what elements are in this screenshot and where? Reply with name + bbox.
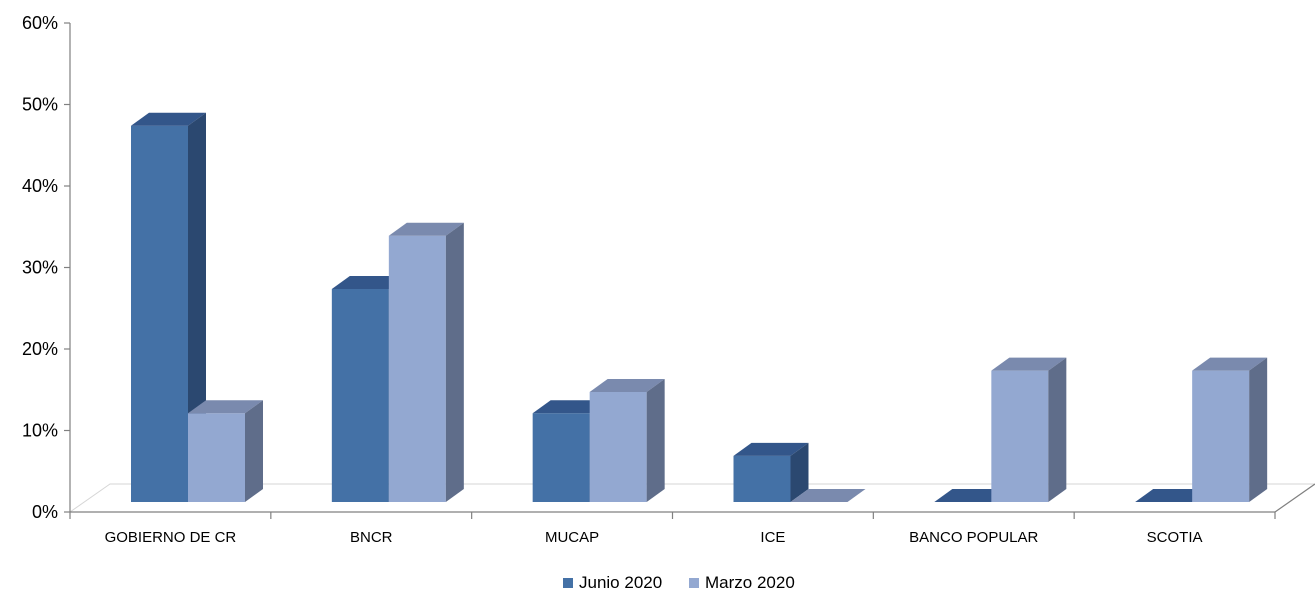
bar-front <box>131 125 188 502</box>
bar-top <box>188 400 263 414</box>
bar-front <box>733 455 791 502</box>
floor-right-edge <box>1274 483 1315 513</box>
bar-side <box>445 222 464 502</box>
bar-top <box>934 489 1010 502</box>
y-tick-label: 10% <box>22 421 58 441</box>
y-tick-label: 30% <box>22 258 58 278</box>
bar-top <box>991 357 1067 371</box>
y-tick-label: 20% <box>22 339 58 359</box>
bar-side <box>646 378 665 502</box>
bar-side <box>1048 357 1067 502</box>
bar-front <box>188 413 245 502</box>
bar-top <box>388 222 464 236</box>
bar-junio <box>934 489 1010 502</box>
legend-label: Marzo 2020 <box>705 573 795 592</box>
bar-marzo <box>1192 357 1268 502</box>
bar-top <box>131 112 206 126</box>
bar-side <box>245 400 263 502</box>
bar-top <box>1135 489 1211 502</box>
bar-junio <box>1135 489 1211 502</box>
bar-front <box>589 391 647 502</box>
bar-top <box>532 400 608 414</box>
bar-side <box>1249 357 1268 502</box>
bar-marzo <box>188 400 263 502</box>
legend-swatch <box>689 578 699 588</box>
bar-top <box>589 378 665 392</box>
bar-front <box>1192 370 1250 502</box>
bar-top <box>733 442 809 456</box>
bar-front <box>991 370 1049 502</box>
bar-junio <box>131 112 206 502</box>
bar-side <box>790 442 809 502</box>
x-tick-label: BANCO POPULAR <box>909 529 1038 546</box>
bar-top <box>1192 357 1268 371</box>
y-tick-label: 50% <box>22 95 58 115</box>
bar-marzo <box>991 357 1067 502</box>
bar-marzo <box>790 489 866 502</box>
y-tick-label: 0% <box>32 502 58 522</box>
y-tick-label: 60% <box>22 13 58 33</box>
bar-marzo <box>388 222 464 502</box>
x-tick-label: ICE <box>760 529 785 546</box>
bar-front <box>331 289 389 502</box>
x-tick-label: BNCR <box>350 529 393 546</box>
bar-junio <box>733 442 809 502</box>
x-tick-label: MUCAP <box>545 529 599 546</box>
bar-front <box>388 235 446 502</box>
bar-marzo <box>589 378 665 502</box>
x-tick-label: SCOTIA <box>1147 529 1203 546</box>
bar-top <box>331 276 407 289</box>
x-tick-label: GOBIERNO DE CR <box>105 529 237 546</box>
y-tick-label: 40% <box>22 176 58 196</box>
bar-top <box>790 489 866 502</box>
legend-label: Junio 2020 <box>579 573 662 592</box>
legend-swatch <box>563 578 573 588</box>
bar-front <box>532 413 590 502</box>
